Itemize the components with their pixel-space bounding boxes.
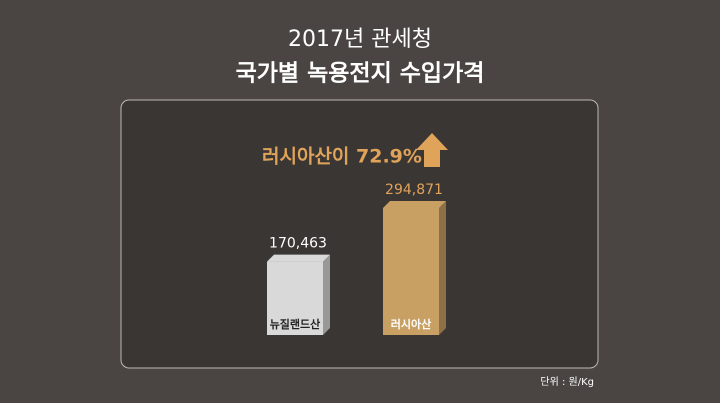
bar-top bbox=[267, 254, 330, 262]
annotation: 러시아산이 72.9% bbox=[262, 146, 422, 168]
value-label: 294,871 bbox=[385, 182, 443, 198]
bar bbox=[383, 208, 439, 335]
value-label: 170,463 bbox=[269, 236, 327, 252]
chart-title: 2017년 관세청 bbox=[288, 27, 432, 52]
unit-note: 단위 : 원/Kg bbox=[540, 375, 594, 388]
bar bbox=[267, 261, 323, 335]
bar-top bbox=[383, 201, 446, 208]
chart-subtitle: 국가별 녹용전지 수입가격 bbox=[236, 61, 485, 87]
panel bbox=[120, 99, 599, 369]
bar-side bbox=[323, 254, 330, 335]
category-label: 러시아산 bbox=[391, 317, 431, 331]
up-arrow bbox=[416, 133, 448, 167]
category-label: 뉴질랜드산 bbox=[270, 317, 321, 331]
bar-side bbox=[439, 201, 446, 335]
